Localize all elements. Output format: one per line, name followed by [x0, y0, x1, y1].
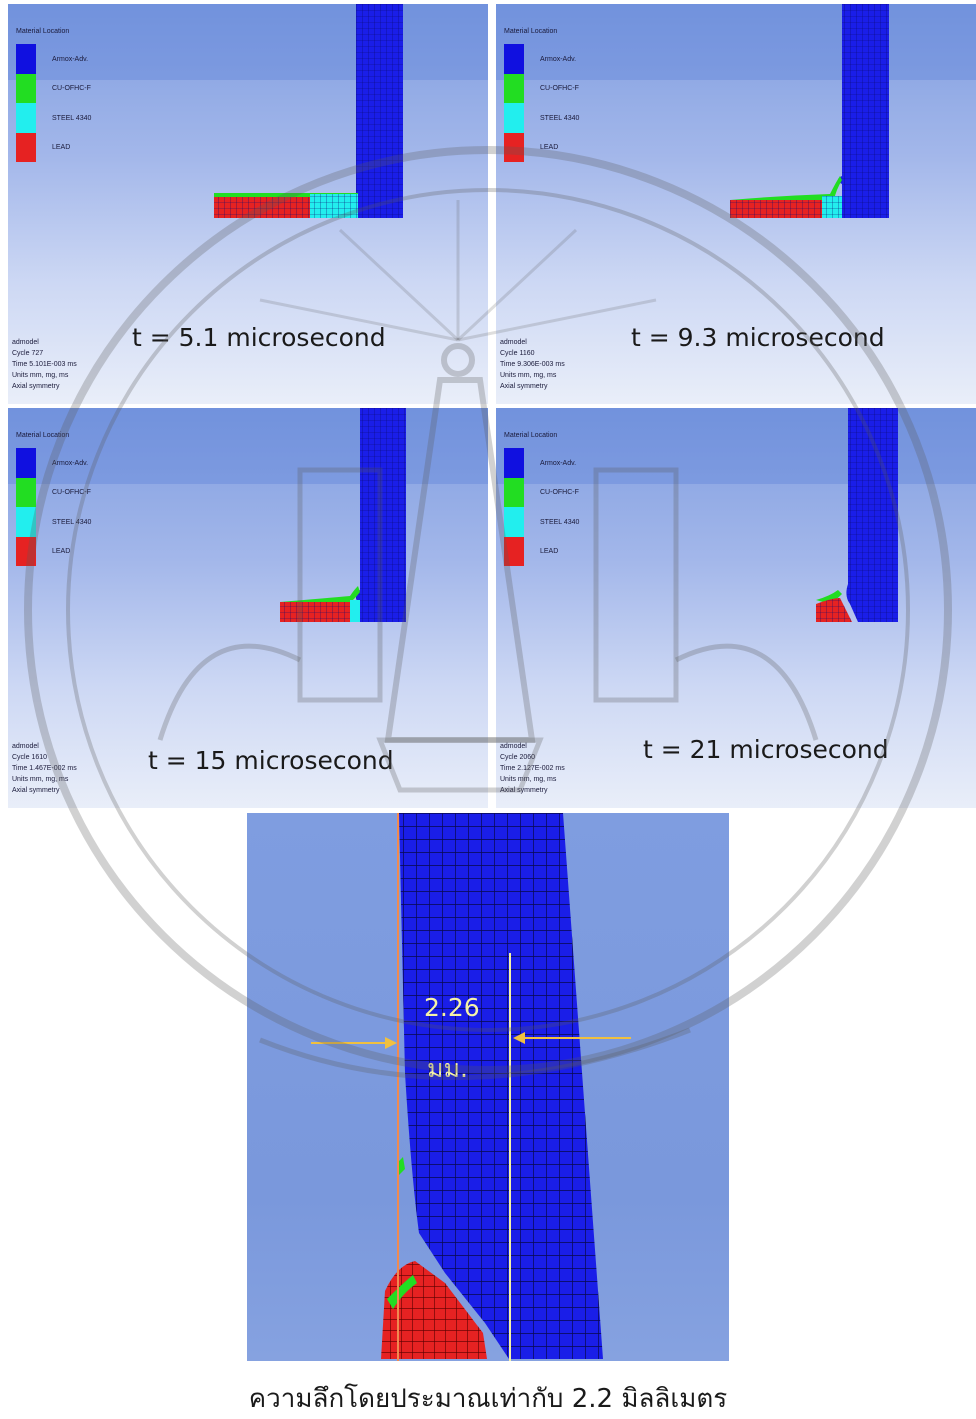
- simulation-info: admodel Cycle 727 Time 5.101E-003 ms Uni…: [12, 337, 77, 392]
- legend-label-lead: LEAD: [540, 548, 559, 555]
- legend-label-copper: CU-OFHC-F: [540, 85, 579, 92]
- legend-title: Material Location: [504, 432, 558, 439]
- legend-label-steel: STEEL 4340: [52, 115, 92, 122]
- info-model: admodel: [500, 339, 527, 346]
- simulation-panel-3: Material Location Armox-Adv. CU-OFHC-F S…: [8, 408, 488, 808]
- material-legend: Material Location Armox-Adv. CU-OFHC-F S…: [500, 430, 650, 570]
- simulation-panel-1: Material Location Armox-Adv. CU-OFHC-F S…: [8, 4, 488, 404]
- mesh-plot: [816, 408, 898, 622]
- legend-label-lead: LEAD: [52, 548, 71, 555]
- closeup-mesh: [311, 813, 631, 1361]
- arrowhead-right: [513, 1032, 525, 1044]
- legend-label-steel: STEEL 4340: [540, 519, 580, 526]
- legend-color-bar: [16, 44, 36, 162]
- legend-color-bar: [16, 448, 36, 566]
- closeup-penetration-view: 2.26 มม.: [247, 813, 729, 1361]
- info-units: Units mm, mg, ms: [500, 776, 557, 783]
- material-legend: Material Location Armox-Adv. CU-OFHC-F S…: [12, 26, 162, 166]
- info-cycle: Cycle 1160: [500, 350, 535, 357]
- material-legend: Material Location Armox-Adv. CU-OFHC-F S…: [500, 26, 650, 166]
- legend-label-armox: Armox-Adv.: [52, 460, 89, 467]
- legend-label-armox: Armox-Adv.: [540, 56, 577, 63]
- info-symmetry: Axial symmetry: [500, 787, 548, 794]
- mesh-plot: [280, 408, 406, 622]
- copper-jacket: [816, 590, 842, 604]
- simulation-panel-2: Material Location Armox-Adv. CU-OFHC-F S…: [496, 4, 976, 404]
- legend-title: Material Location: [504, 28, 558, 35]
- mesh-plot: [730, 4, 889, 218]
- info-time: Time 2.127E-002 ms: [500, 765, 565, 772]
- time-label-4: t = 21 microsecond: [643, 735, 889, 764]
- legend-color-bar: [504, 44, 524, 162]
- copper-jacket: [214, 193, 358, 197]
- info-symmetry: Axial symmetry: [12, 787, 60, 794]
- copper-fragment: [387, 1275, 417, 1309]
- legend-label-steel: STEEL 4340: [52, 519, 92, 526]
- time-label-3: t = 15 microsecond: [148, 746, 394, 775]
- info-symmetry: Axial symmetry: [12, 383, 60, 390]
- time-label-2: t = 9.3 microsecond: [631, 323, 885, 352]
- info-cycle: Cycle 2060: [500, 754, 536, 761]
- measurement-unit: มม.: [427, 1054, 468, 1083]
- legend-label-copper: CU-OFHC-F: [52, 489, 91, 496]
- material-legend: Material Location Armox-Adv. CU-OFHC-F S…: [12, 430, 162, 570]
- figure-caption: ความลึกโดยประมาณเท่ากับ 2.2 มิลลิเมตร: [248, 1384, 728, 1414]
- panel-band: [496, 4, 976, 80]
- legend-label-copper: CU-OFHC-F: [52, 85, 91, 92]
- info-model: admodel: [500, 743, 527, 750]
- simulation-info: admodel Cycle 1160 Time 9.306E-003 ms Un…: [500, 337, 565, 392]
- arrowhead-left: [385, 1037, 397, 1049]
- legend-title: Material Location: [16, 28, 70, 35]
- time-label-1: t = 5.1 microsecond: [132, 323, 386, 352]
- steel-core: [350, 600, 360, 622]
- info-cycle: Cycle 727: [12, 350, 44, 357]
- panel-band: [8, 4, 488, 80]
- panel-band: [8, 408, 488, 484]
- info-units: Units mm, mg, ms: [500, 372, 557, 379]
- info-time: Time 9.306E-003 ms: [500, 361, 565, 368]
- legend-label-lead: LEAD: [52, 144, 71, 151]
- mesh-plot: [214, 4, 403, 218]
- legend-label-steel: STEEL 4340: [540, 115, 580, 122]
- simulation-panel-4: Material Location Armox-Adv. CU-OFHC-F S…: [496, 408, 976, 808]
- info-time: Time 5.101E-003 ms: [12, 361, 77, 368]
- simulation-info: admodel Cycle 1610 Time 1.467E-002 ms Un…: [12, 741, 77, 796]
- info-units: Units mm, mg, ms: [12, 776, 69, 783]
- info-model: admodel: [12, 743, 39, 750]
- legend-label-copper: CU-OFHC-F: [540, 489, 579, 496]
- info-units: Units mm, mg, ms: [12, 372, 69, 379]
- legend-title: Material Location: [16, 432, 70, 439]
- info-time: Time 1.467E-002 ms: [12, 765, 77, 772]
- legend-color-bar: [504, 448, 524, 566]
- legend-label-armox: Armox-Adv.: [540, 460, 577, 467]
- info-cycle: Cycle 1610: [12, 754, 48, 761]
- simulation-info: admodel Cycle 2060 Time 2.127E-002 ms Un…: [500, 741, 565, 796]
- copper-jacket: [280, 586, 360, 604]
- measurement-value: 2.26: [424, 993, 480, 1022]
- info-symmetry: Axial symmetry: [500, 383, 548, 390]
- legend-label-lead: LEAD: [540, 144, 559, 151]
- info-model: admodel: [12, 339, 39, 346]
- legend-label-armox: Armox-Adv.: [52, 56, 89, 63]
